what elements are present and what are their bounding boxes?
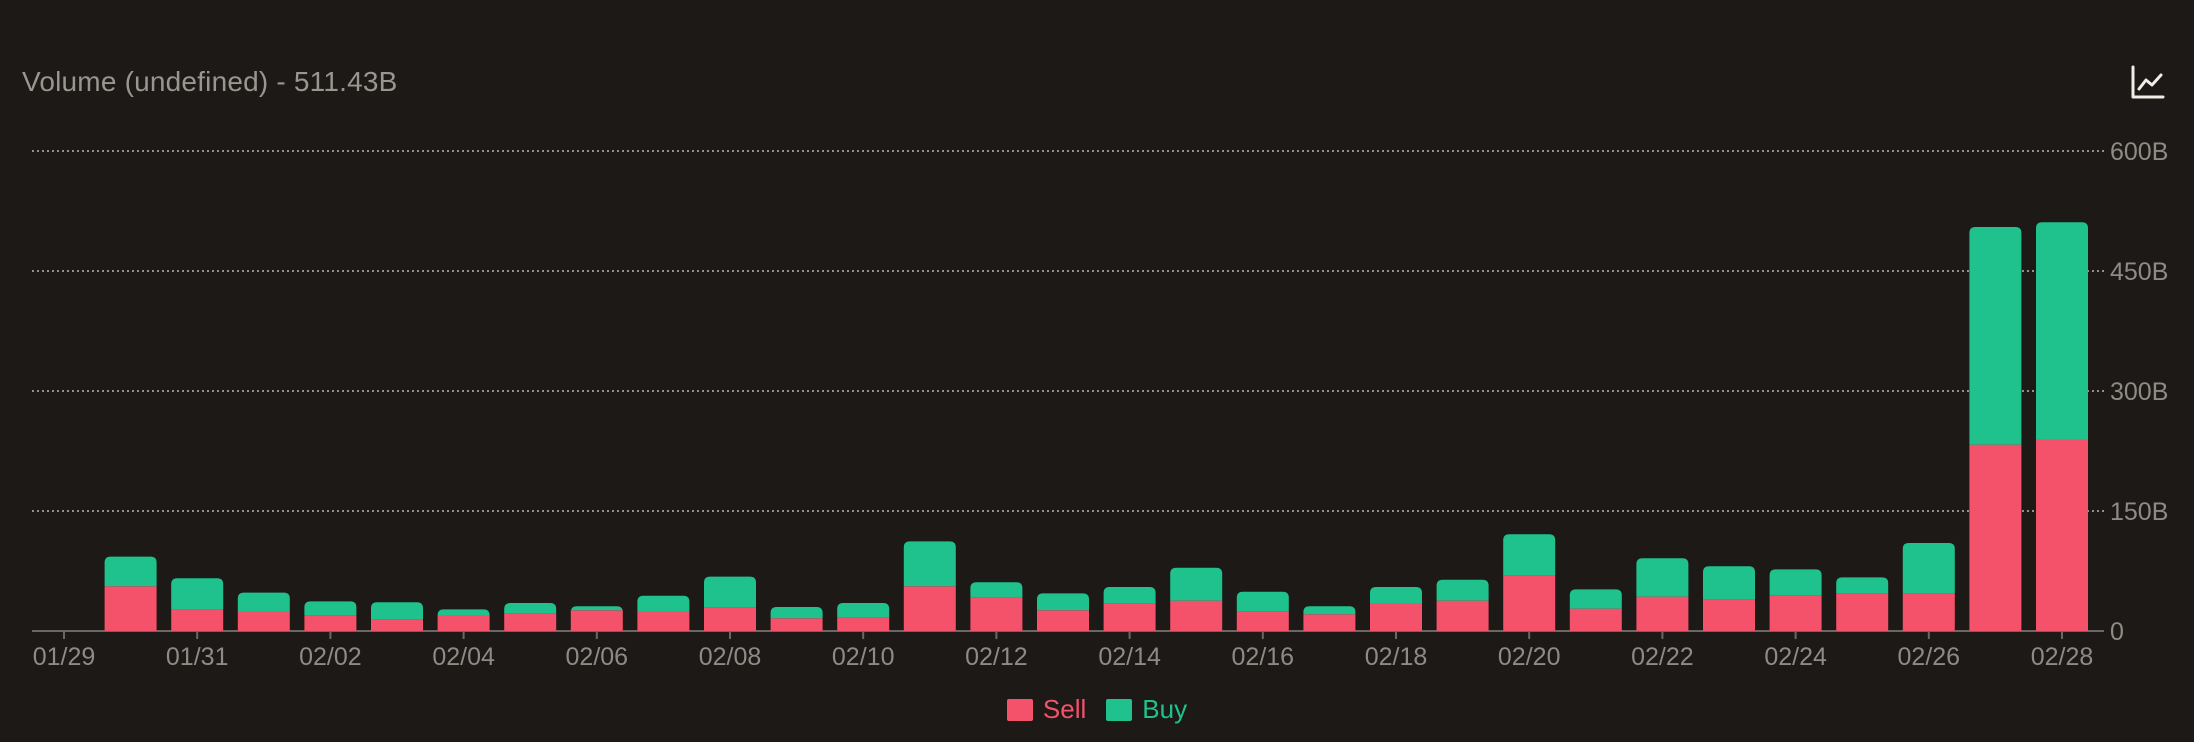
buy-bar bbox=[1037, 593, 1089, 611]
sell-bar bbox=[1569, 608, 1622, 631]
buy-bar bbox=[837, 603, 890, 618]
buy-bar bbox=[570, 606, 623, 613]
legend-sell-label: Sell bbox=[1042, 694, 1087, 724]
sell-bar bbox=[970, 597, 1023, 631]
sell-bar bbox=[1503, 575, 1556, 631]
sell-bar bbox=[1303, 614, 1356, 631]
buy-bar bbox=[1836, 577, 1889, 594]
x-tick-label: 01/31 bbox=[166, 643, 229, 671]
x-tick-label: 02/08 bbox=[699, 643, 762, 671]
buy-bar bbox=[237, 592, 290, 611]
sell-bar bbox=[371, 619, 423, 631]
x-tick-label: 01/29 bbox=[33, 643, 96, 671]
buy-bar bbox=[1636, 558, 1689, 597]
chart-type-toggle[interactable] bbox=[2128, 62, 2168, 102]
y-tick-label: 450B bbox=[2110, 258, 2168, 286]
x-tick-label: 02/22 bbox=[1631, 643, 1694, 671]
buy-bar bbox=[1969, 227, 2022, 445]
buy-bar bbox=[903, 541, 956, 587]
buy-bar bbox=[970, 582, 1023, 598]
x-tick-label: 02/06 bbox=[566, 643, 629, 671]
buy-bar bbox=[371, 602, 423, 620]
buy-bar bbox=[770, 607, 823, 619]
sell-bar bbox=[2036, 439, 2088, 631]
chart-title: Volume (undefined) - 511.43B bbox=[22, 66, 398, 97]
sell-bar bbox=[1769, 595, 1822, 631]
sell-bar bbox=[504, 613, 557, 631]
sell-bar bbox=[1703, 599, 1755, 631]
buy-swatch bbox=[1106, 698, 1133, 721]
sell-bar bbox=[437, 615, 490, 631]
sell-bar bbox=[1969, 444, 2022, 631]
x-tick-label: 02/26 bbox=[1898, 643, 1961, 671]
buy-bar bbox=[1902, 543, 1955, 594]
line-chart-icon bbox=[2131, 65, 2165, 99]
buy-bar bbox=[504, 603, 557, 614]
sell-bar bbox=[1037, 610, 1089, 631]
x-tick-label: 02/24 bbox=[1764, 643, 1827, 671]
legend-sell[interactable]: Sell bbox=[1006, 694, 1087, 725]
buy-bar bbox=[1170, 567, 1223, 601]
sell-bar bbox=[1636, 596, 1689, 631]
sell-bar bbox=[770, 618, 823, 631]
sell-bar bbox=[1836, 593, 1889, 631]
legend-buy[interactable]: Buy bbox=[1106, 694, 1187, 725]
buy-bar bbox=[1103, 587, 1156, 604]
buy-bar bbox=[437, 609, 490, 616]
buy-bar bbox=[304, 601, 357, 616]
buy-bar bbox=[637, 595, 690, 611]
buy-bar bbox=[1503, 534, 1556, 576]
buy-bar bbox=[1303, 606, 1356, 615]
sell-bar bbox=[104, 586, 157, 631]
buy-bar bbox=[104, 556, 157, 587]
sell-bar bbox=[903, 586, 956, 631]
buy-bar bbox=[171, 578, 224, 610]
sell-bar bbox=[1170, 600, 1223, 631]
x-tick-label: 02/10 bbox=[832, 643, 895, 671]
sell-swatch bbox=[1006, 698, 1033, 721]
buy-bar bbox=[704, 576, 756, 608]
sell-bar bbox=[1236, 611, 1289, 631]
buy-bar bbox=[1436, 579, 1489, 601]
y-tick-label: 600B bbox=[2110, 138, 2168, 166]
sell-bar bbox=[171, 609, 224, 631]
buy-bar bbox=[1703, 566, 1755, 600]
sell-bar bbox=[237, 611, 290, 631]
sell-bar bbox=[1436, 600, 1489, 631]
x-tick-label: 02/04 bbox=[432, 643, 495, 671]
buy-bar bbox=[1236, 591, 1289, 612]
x-tick-label: 02/02 bbox=[299, 643, 362, 671]
x-tick-label: 02/14 bbox=[1098, 643, 1161, 671]
x-tick-label: 02/28 bbox=[2031, 643, 2094, 671]
x-tick-label: 02/12 bbox=[965, 643, 1028, 671]
sell-bar bbox=[304, 615, 357, 631]
y-tick-label: 0 bbox=[2110, 618, 2124, 646]
sell-bar bbox=[1103, 603, 1156, 631]
y-tick-label: 300B bbox=[2110, 378, 2168, 406]
sell-bar bbox=[837, 617, 890, 631]
x-tick-label: 02/16 bbox=[1232, 643, 1295, 671]
buy-bar bbox=[1569, 589, 1622, 609]
chart-legend: Sell Buy bbox=[0, 694, 2194, 725]
legend-buy-label: Buy bbox=[1142, 694, 1188, 724]
sell-bar bbox=[1370, 603, 1422, 631]
sell-bar bbox=[1902, 593, 1955, 631]
sell-bar bbox=[704, 607, 756, 631]
buy-bar bbox=[1370, 587, 1422, 603]
x-tick-label: 02/20 bbox=[1498, 643, 1561, 671]
sell-bar bbox=[637, 611, 690, 631]
buy-bar bbox=[1769, 569, 1822, 596]
y-tick-label: 150B bbox=[2110, 498, 2168, 526]
x-tick-label: 02/18 bbox=[1365, 643, 1428, 671]
sell-bar bbox=[570, 610, 623, 631]
buy-bar bbox=[2036, 222, 2088, 439]
